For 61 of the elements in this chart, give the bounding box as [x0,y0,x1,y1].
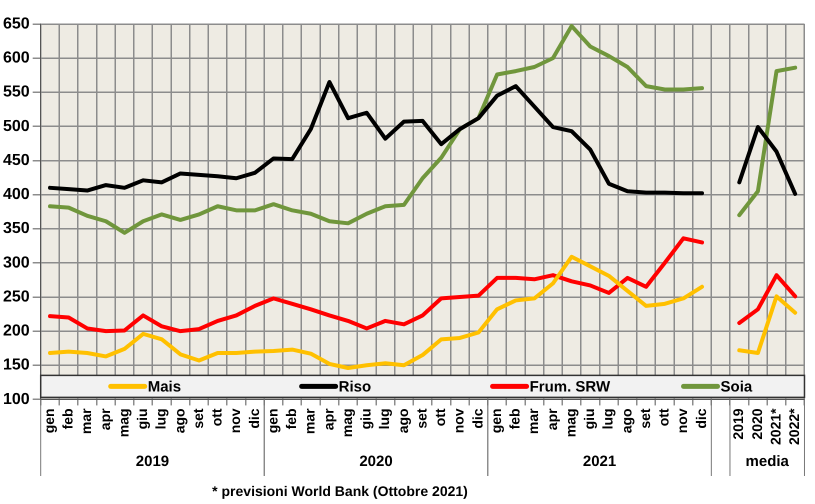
x-tick-label: mar [525,408,542,434]
x-tick-label: nov [674,408,690,434]
x-tick-label: mag [562,408,578,438]
x-tick-label: dic [692,408,709,429]
y-tick-label: 350 [2,220,30,238]
y-tick-label: 650 [2,15,30,32]
x-tick-label: ago [618,408,634,434]
x-tick-label: apr [96,408,113,430]
y-tick-label: 550 [2,84,30,101]
x-tick-label: apr [320,408,336,430]
x-tick-label: ott [208,408,225,426]
legend-label: Mais [148,378,182,396]
x-tick-label: set [636,408,653,429]
x-tick-label: dic [469,408,486,429]
y-tick-label: 200 [2,322,30,340]
x-tick-label: ott [432,408,448,426]
x-tick-label: 2021* [767,408,784,445]
text: media [746,453,790,470]
x-tick-label: giu [581,408,598,430]
x-tick-label: 2022* [786,408,802,445]
x-tick-label: set [190,408,206,429]
legend-label: Soia [720,378,753,396]
y-tick-label: 150 [2,356,30,374]
x-tick-label: set [413,408,430,429]
y-tick-label: 100 [2,390,30,408]
legend-label: Frum. SRW [530,378,611,396]
x-tick-label: 2020 [748,408,765,440]
x-tick-label: ago [394,408,411,434]
x-tick-label: gen [40,408,57,434]
x-tick-label: nov [450,408,467,434]
x-tick-label: feb [283,408,300,430]
y-tick-label: 250 [2,288,30,306]
legend-label: Riso [338,378,372,396]
x-tick-label: mag [115,408,132,438]
text: 2021 [582,453,616,470]
x-tick-label: mag [338,408,355,438]
x-tick-label: lug [152,408,169,430]
y-tick-label: 450 [2,152,30,169]
x-tick-label: ago [171,408,188,434]
x-tick-label: mar [302,408,318,434]
x-tick-label: lug [600,408,616,430]
y-tick-label: 400 [2,186,30,204]
text: * previsioni World Bank (Ottobre 2021) [212,482,468,499]
y-tick-label: 600 [2,50,30,67]
text: 2020 [359,453,393,470]
y-tick-label: 300 [2,254,30,272]
text: 2019 [136,453,170,470]
x-tick-label: giu [134,408,150,430]
x-tick-label: giu [358,408,374,430]
x-tick-label: 2019 [730,408,746,440]
x-tick-label: mar [78,408,94,434]
y-tick-label: 500 [2,118,30,135]
x-tick-label: gen [264,408,280,434]
x-tick-label: feb [506,408,523,430]
x-tick-label: lug [376,408,392,430]
x-tick-label: feb [60,408,76,430]
x-tick-label: apr [544,408,560,430]
x-tick-label: ott [656,408,672,426]
x-tick-label: dic [246,408,262,429]
x-tick-label: nov [227,408,244,434]
x-tick-label: gen [488,408,504,434]
